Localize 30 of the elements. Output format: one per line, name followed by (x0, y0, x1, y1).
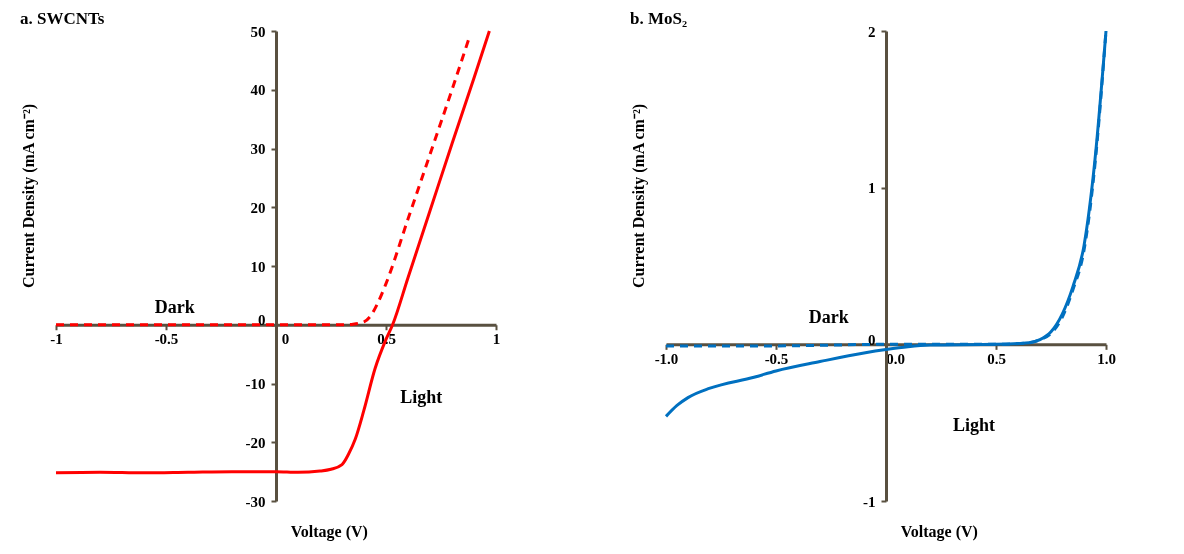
y-tick-label: 2 (868, 23, 876, 40)
x-axis-title: Voltage (V) (290, 522, 368, 541)
y-tick-label: -30 (245, 493, 266, 510)
x-tick-label: 0.5 (987, 350, 1006, 367)
y-axis-title: Current Density (mA cm⁻²) (629, 103, 648, 289)
x-tick-label: -1.0 (654, 350, 679, 367)
y-tick-label: 1 (868, 180, 876, 197)
annotation: Dark (808, 306, 849, 327)
y-tick-label: -1 (863, 493, 876, 510)
x-tick-label: -0.5 (764, 350, 789, 367)
y-tick-label: 30 (250, 141, 266, 157)
y-tick-label: -10 (245, 376, 266, 392)
y-tick-label: -20 (245, 434, 266, 451)
annotation: Light (952, 414, 996, 435)
annotation: Dark (154, 297, 195, 318)
x-tick-label: 1.0 (1097, 350, 1116, 367)
x-tick-label: -0.5 (154, 331, 179, 348)
chart-title: a. SWCNTs (20, 9, 105, 28)
x-tick-label: -1 (50, 331, 63, 348)
y-axis-title: Current Density (mA cm⁻²) (19, 103, 38, 289)
annotation: Light (400, 386, 443, 407)
y-tick-label: 10 (250, 258, 266, 275)
line-series (54, 38, 470, 327)
x-tick-label: 1 (492, 331, 501, 348)
x-axis-title: Voltage (V) (900, 522, 978, 541)
x-tick-label: 0 (281, 331, 290, 348)
chart-title: b. MoS₂ (630, 9, 688, 28)
y-tick-label: 50 (250, 23, 266, 40)
y-tick-label: 40 (250, 82, 266, 99)
y-tick-label: 20 (250, 199, 266, 216)
